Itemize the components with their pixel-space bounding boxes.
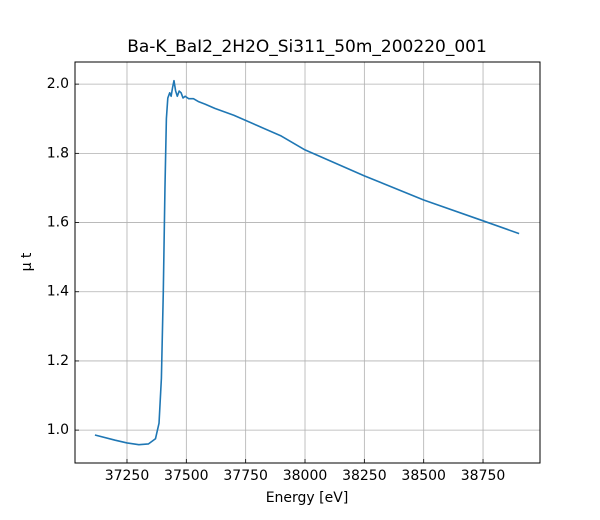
y-tick-label: 1.8 [47,145,69,161]
x-tick-label: 38750 [461,468,506,484]
x-tick-label: 37250 [105,468,150,484]
x-tick-label: 38500 [401,468,446,484]
y-tick-label: 1.6 [47,215,69,231]
y-axis-label: μ t [19,252,35,271]
plot-frame [74,61,541,464]
data-line [94,79,520,446]
y-tick-label: 2.0 [47,76,69,92]
x-axis-label: Energy [eV] [266,490,349,506]
y-tick-label: 1.4 [47,284,69,300]
x-tick-label: 37500 [164,468,209,484]
y-tick-label: 1.2 [47,353,69,369]
y-tick-label: 1.0 [47,422,69,438]
chart-title: Ba-K_BaI2_2H2O_Si311_50m_200220_001 [127,37,487,57]
x-tick-label: 38000 [283,468,328,484]
x-tick-label: 37750 [223,468,268,484]
x-tick-label: 38250 [342,468,387,484]
